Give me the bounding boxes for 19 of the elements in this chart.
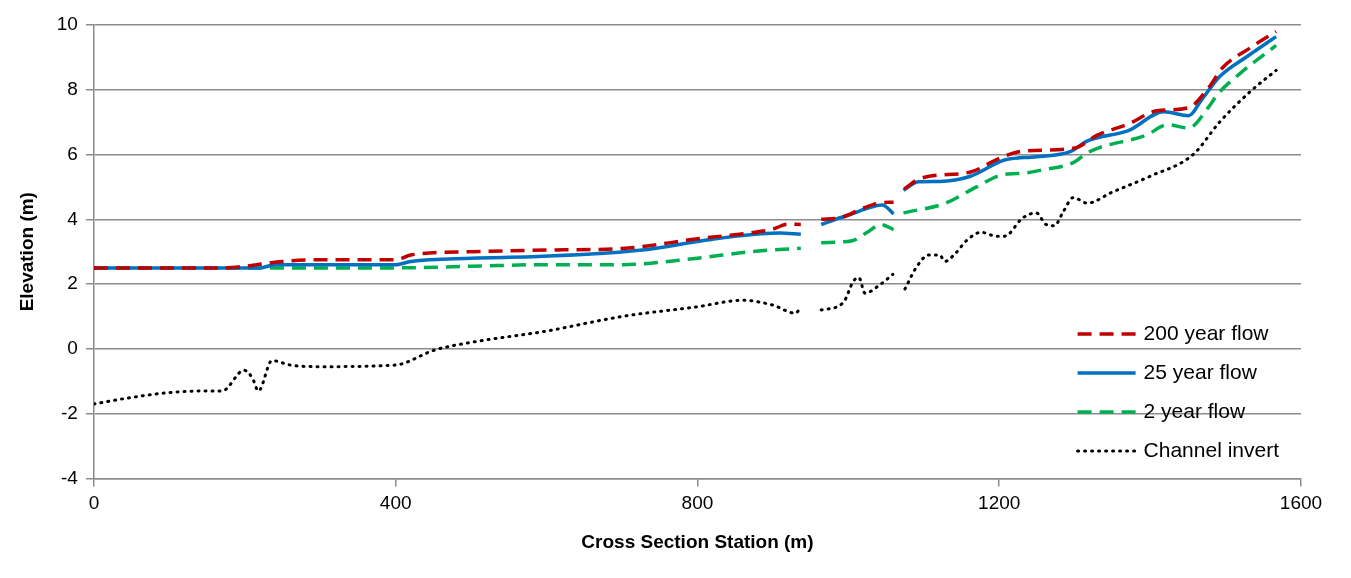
y-tick-label: 0 [67, 337, 78, 359]
legend-label: 25 year flow [1143, 359, 1258, 383]
x-tick-label: 800 [681, 492, 714, 514]
y-tick-label: 4 [67, 207, 79, 229]
x-tick-label: 400 [379, 492, 412, 514]
legend-label: Channel invert [1143, 437, 1280, 461]
y-tick-label: -4 [61, 466, 79, 488]
y-tick-label: 8 [67, 78, 78, 100]
legend-label: 200 year flow [1143, 320, 1270, 344]
x-axis-title: Cross Section Station (m) [581, 530, 814, 552]
y-tick-label: 2 [67, 272, 78, 294]
y-tick-label: 6 [67, 142, 78, 164]
y-tick-label: -2 [61, 401, 78, 423]
y-axis-title: Elevation (m) [15, 192, 37, 312]
legend-label: 2 year flow [1143, 398, 1246, 422]
y-tick-label: 10 [56, 13, 78, 35]
x-tick-label: 0 [88, 492, 100, 514]
x-tick-label: 1600 [1279, 492, 1323, 514]
x-tick-label: 1200 [978, 492, 1021, 514]
